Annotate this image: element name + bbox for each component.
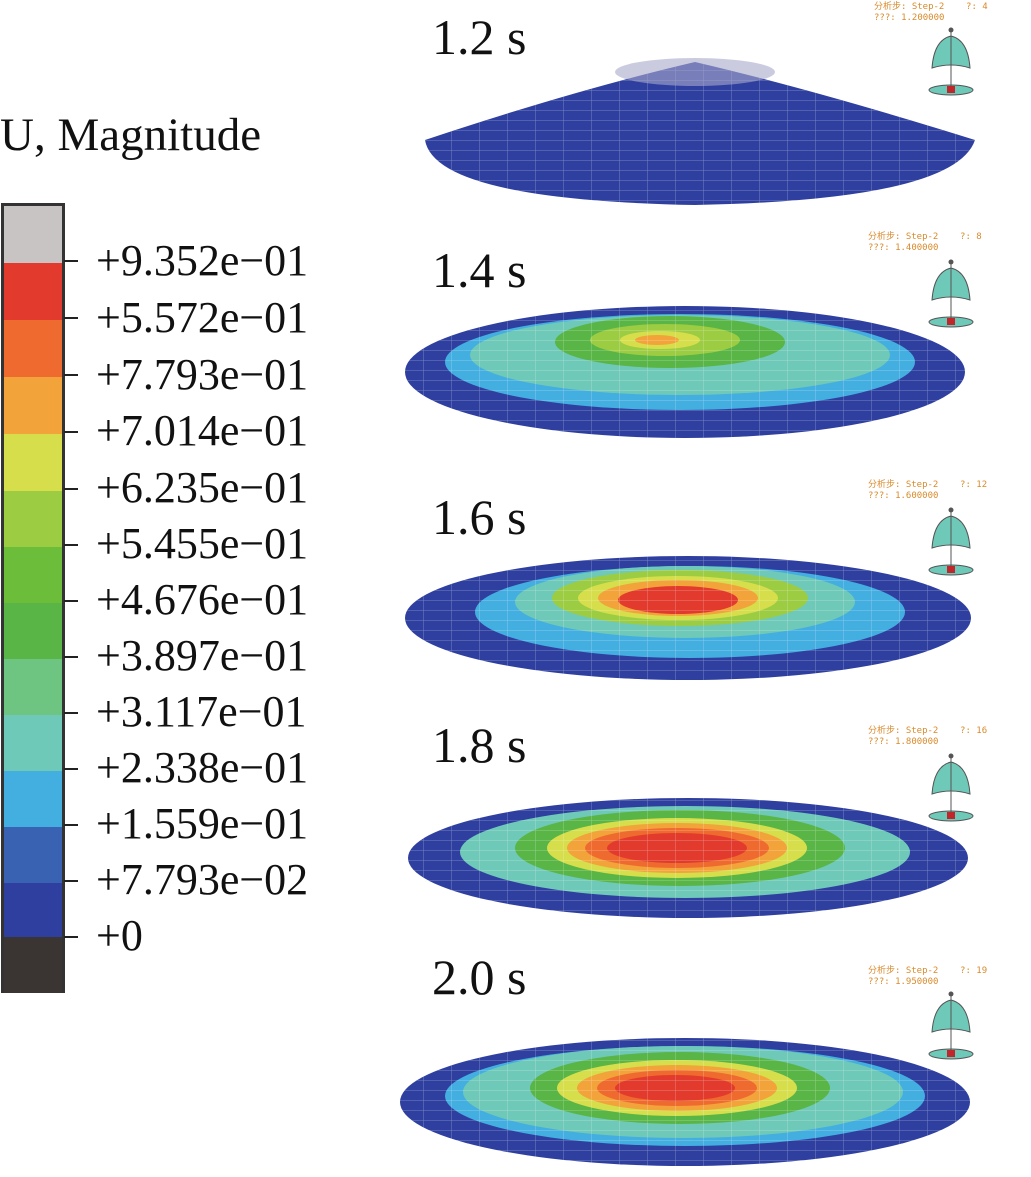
tick-5 — [64, 544, 78, 546]
swatch-6 — [4, 547, 62, 603]
legend-value: +5.455e−01 — [96, 519, 309, 568]
swatch-12 — [4, 883, 62, 937]
orientation-triad-icon — [928, 259, 974, 328]
step-info: 分析步: Step-2 ?: 8 ???: 1.400000 — [868, 232, 982, 253]
time-label: 1.8 s — [432, 717, 527, 773]
orientation-triad-icon — [928, 753, 974, 822]
swatch-5 — [4, 491, 62, 547]
legend-value: +9.352e−01 — [96, 236, 309, 285]
legend-value: +7.014e−01 — [96, 406, 309, 455]
swatch-1 — [4, 263, 62, 320]
step-info: 分析步: Step-2 ?: 19 ???: 1.950000 — [868, 966, 988, 987]
swatch-2 — [4, 320, 62, 377]
tick-0 — [64, 260, 78, 262]
legend-value: +6.235e−01 — [96, 463, 309, 512]
legend-value: +3.897e−01 — [96, 631, 309, 680]
legend-value: +7.793e−02 — [96, 855, 309, 904]
tick-9 — [64, 768, 78, 770]
tick-7 — [64, 656, 78, 658]
swatch-13 — [4, 937, 62, 993]
tick-2 — [64, 374, 78, 376]
disc-1.6s — [405, 556, 971, 680]
legend-value: +0 — [96, 911, 143, 960]
tick-12 — [64, 936, 78, 938]
swatch-11 — [4, 827, 62, 883]
tick-6 — [64, 600, 78, 602]
legend-value: +2.338e−01 — [96, 743, 309, 792]
step-info: 分析步: Step-2 ?: 12 ???: 1.600000 — [868, 480, 988, 501]
tick-8 — [64, 712, 78, 714]
disc-2.0s — [400, 1038, 970, 1166]
swatch-7 — [4, 603, 62, 659]
legend-value: +4.676e−01 — [96, 575, 309, 624]
disc-1.4s — [405, 306, 965, 438]
time-label: 2.0 s — [432, 949, 527, 1005]
legend-value: +7.793e−01 — [96, 350, 309, 399]
swatch-8 — [4, 659, 62, 715]
orientation-triad-icon — [928, 507, 974, 576]
orientation-triad-icon — [928, 991, 974, 1060]
orientation-triad-icon — [928, 27, 974, 96]
disc-1.8s — [408, 798, 968, 918]
legend-value: +3.117e−01 — [96, 687, 307, 736]
disc-1.2s — [425, 58, 975, 205]
step-info: 分析步: Step-2 ?: 16 ???: 1.800000 — [868, 726, 988, 747]
tick-3 — [64, 431, 78, 433]
swatch-3 — [4, 377, 62, 434]
time-label: 1.6 s — [432, 489, 527, 545]
legend-value: +1.559e−01 — [96, 799, 309, 848]
legend-title: U, Magnitude — [0, 109, 262, 161]
swatch-0 — [4, 206, 62, 263]
swatch-4 — [4, 434, 62, 491]
tick-1 — [64, 317, 78, 319]
tick-4 — [64, 488, 78, 490]
step-info: 分析步: Step-2 ?: 4 ???: 1.200000 — [874, 2, 988, 23]
legend-value: +5.572e−01 — [96, 293, 309, 342]
tick-11 — [64, 880, 78, 882]
tick-10 — [64, 824, 78, 826]
time-label: 1.4 s — [432, 242, 527, 298]
color-bar — [1, 203, 65, 993]
swatch-10 — [4, 771, 62, 827]
time-label: 1.2 s — [432, 9, 527, 65]
swatch-9 — [4, 715, 62, 771]
